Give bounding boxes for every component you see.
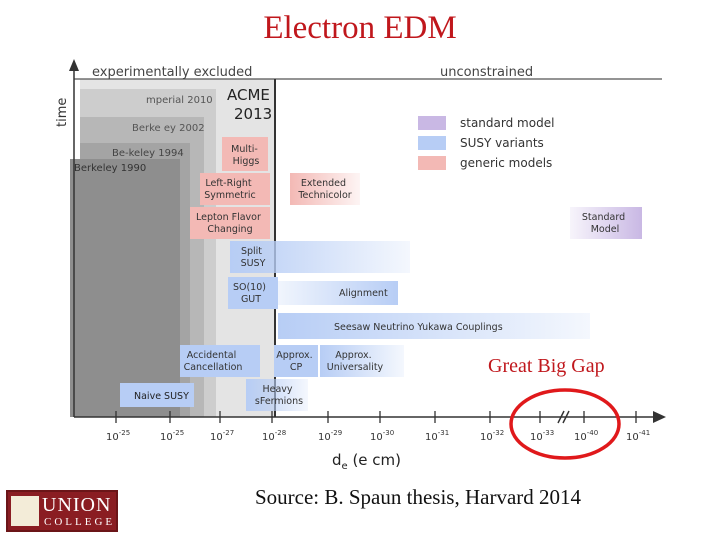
- slide-title: Electron EDM: [263, 10, 457, 46]
- left-right-symmetric-bar: [200, 173, 270, 205]
- header-excluded: experimentally excluded: [92, 65, 252, 80]
- lepton-flavor-bar: [190, 207, 270, 239]
- logo-college-text: COLLEGE: [44, 516, 116, 528]
- x-tick-label: 10-40: [574, 429, 598, 443]
- approx-universality-label: Approx. Universality: [327, 350, 384, 373]
- x-axis-label: de (e cm): [332, 451, 401, 472]
- seesaw-bar: [278, 313, 590, 339]
- so10-gut-bar: [228, 277, 278, 309]
- legend-standard-model: standard model: [460, 116, 554, 130]
- time-axis-arrow: [69, 59, 79, 71]
- alignment-label: Alignment: [339, 288, 388, 299]
- heavy-sfermions-label: Heavy sFermions: [255, 384, 303, 407]
- legend-swatch-susy: [418, 136, 446, 150]
- legend-swatch-standard: [418, 116, 446, 130]
- x-tick-label: 10-30: [370, 429, 394, 443]
- lepton-flavor-label: Lepton Flavor Changing: [196, 212, 264, 235]
- approx-cp-label: Approx. CP: [276, 350, 315, 373]
- berkeley-1990-label: Berkeley 1990: [74, 163, 146, 174]
- heavy-sfermions-bar: [246, 379, 308, 411]
- legend-susy: SUSY variants: [460, 136, 544, 150]
- time-label: time: [55, 98, 70, 127]
- alignment-bar: [278, 281, 398, 305]
- accidental-cancellation-label: Accidental Cancellation: [184, 350, 243, 373]
- x-tick-label: 10-25: [106, 429, 130, 443]
- standard-model-label: Standard Model: [582, 212, 628, 235]
- logo-union-text: UNION: [42, 494, 112, 516]
- x-tick-label: 10-29: [318, 429, 342, 443]
- x-tick-label: 10-31: [425, 429, 449, 443]
- split-susy-bar: [230, 241, 410, 273]
- approx-universality-bar: [320, 345, 404, 377]
- seesaw-label: Seesaw Neutrino Yukawa Couplings: [334, 322, 503, 333]
- legend-swatch-generic: [418, 156, 446, 170]
- x-axis-arrow: [653, 411, 666, 423]
- x-tick-label: 10-25: [160, 429, 184, 443]
- x-tick-label: 10-27: [210, 429, 234, 443]
- legend-generic: generic models: [460, 156, 552, 170]
- berkeley-2002-label: Berke ey 2002: [132, 123, 205, 134]
- source-caption: Source: B. Spaun thesis, Harvard 2014: [254, 485, 582, 509]
- standard-model-bar: [570, 207, 642, 239]
- union-college-logo: UNION COLLEGE: [6, 490, 118, 532]
- edm-diagram: experimentally excluded unconstrained ti…: [55, 59, 666, 472]
- x-tick-label: 10-33: [530, 429, 554, 443]
- split-susy-label: Split SUSY: [241, 246, 266, 269]
- multi-higgs-label: Multi- Higgs: [231, 144, 261, 167]
- multi-higgs-bar: [222, 137, 268, 171]
- header-unconstrained: unconstrained: [440, 65, 533, 80]
- naive-susy-label: Naive SUSY: [134, 391, 189, 402]
- great-big-gap-label: Great Big Gap: [488, 355, 605, 377]
- excluded-region-berkeley-1990: [70, 159, 180, 417]
- extended-technicolor-label: Extended Technicolor: [297, 178, 351, 201]
- college-emblem-icon: [11, 496, 39, 526]
- x-tick-label: 10-32: [480, 429, 504, 443]
- approx-cp-bar: [274, 345, 318, 377]
- x-tick-label: 10-41: [626, 429, 650, 443]
- x-axis-ticks: 10-25 10-25 10-27 10-28 10-29 10-30 10-31 10-32…: [106, 411, 650, 443]
- accidental-cancellation-bar: [180, 345, 260, 377]
- acme-label-1: ACME: [227, 86, 270, 104]
- acme-label-2: 2013: [234, 105, 272, 123]
- imperial-label: mperial 2010: [146, 95, 213, 106]
- x-axis-break: [557, 410, 570, 424]
- gap-highlight-circle: [509, 388, 621, 460]
- naive-susy-bar: [120, 383, 194, 407]
- left-right-symmetric-label: Left-Right Symmetric: [204, 178, 256, 201]
- berkeley-1994-label: Be-keley 1994: [112, 148, 184, 159]
- extended-technicolor-bar: [290, 173, 360, 205]
- x-tick-label: 10-28: [262, 429, 286, 443]
- so10-gut-label: SO(10) GUT: [233, 282, 269, 305]
